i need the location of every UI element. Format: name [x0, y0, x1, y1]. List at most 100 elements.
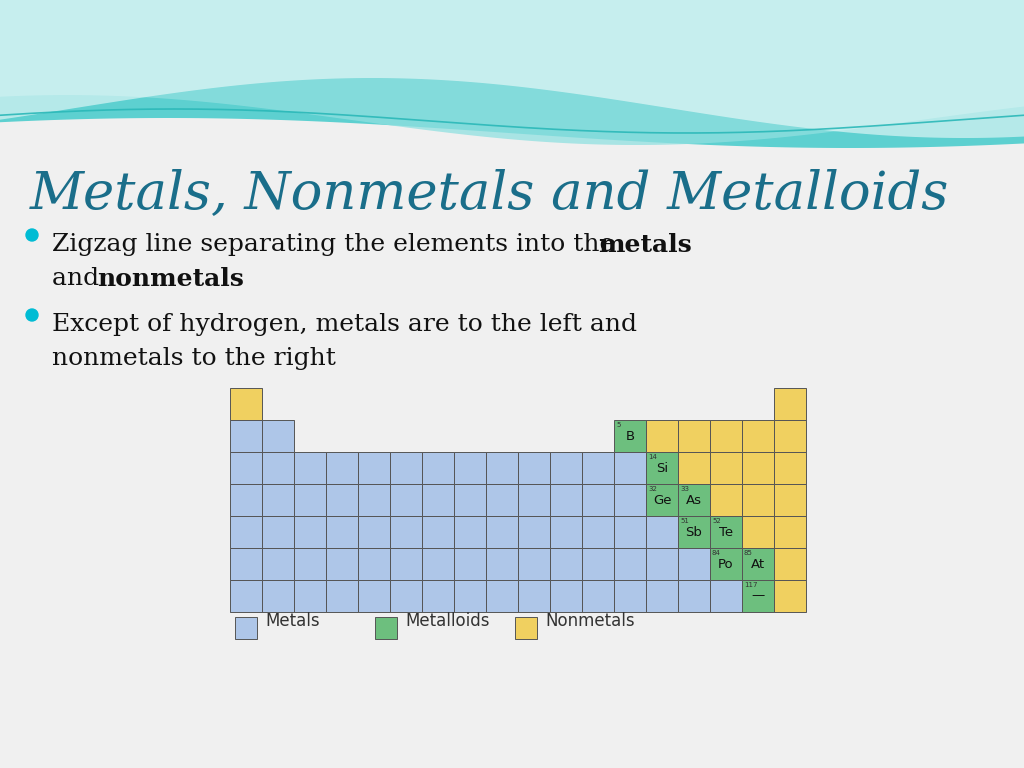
Bar — [742, 516, 774, 548]
Bar — [518, 580, 550, 612]
Bar — [646, 548, 678, 580]
Bar — [614, 452, 646, 484]
Polygon shape — [0, 0, 1024, 148]
Bar — [550, 452, 582, 484]
Bar — [390, 580, 422, 612]
Text: Si: Si — [656, 462, 668, 475]
Bar — [294, 452, 326, 484]
Bar — [774, 420, 806, 452]
Bar — [262, 548, 294, 580]
Bar — [646, 516, 678, 548]
Bar — [515, 617, 537, 639]
Text: 33: 33 — [680, 486, 689, 492]
Bar — [486, 580, 518, 612]
Text: nonmetals: nonmetals — [97, 267, 244, 291]
Bar — [230, 580, 262, 612]
Bar — [710, 484, 742, 516]
Bar — [390, 484, 422, 516]
Bar — [375, 617, 397, 639]
Text: B: B — [626, 429, 635, 442]
Bar — [422, 580, 454, 612]
Bar — [742, 580, 774, 612]
Bar — [518, 452, 550, 484]
Text: Metalloids: Metalloids — [406, 612, 489, 630]
Bar — [294, 484, 326, 516]
Bar — [582, 548, 614, 580]
Text: Ge: Ge — [652, 494, 672, 507]
Bar — [262, 484, 294, 516]
Bar — [326, 484, 358, 516]
Bar — [326, 516, 358, 548]
Circle shape — [26, 229, 38, 241]
Bar — [646, 452, 678, 484]
Text: metals: metals — [598, 233, 692, 257]
Bar — [518, 484, 550, 516]
Bar — [582, 516, 614, 548]
Bar — [294, 516, 326, 548]
Bar — [358, 452, 390, 484]
Bar — [710, 452, 742, 484]
Text: 5: 5 — [616, 422, 621, 428]
Bar — [646, 420, 678, 452]
Bar — [550, 516, 582, 548]
Bar — [294, 548, 326, 580]
Bar — [742, 420, 774, 452]
Bar — [614, 420, 646, 452]
Bar — [582, 484, 614, 516]
Bar — [518, 516, 550, 548]
Bar — [678, 580, 710, 612]
Bar — [234, 617, 257, 639]
Bar — [710, 548, 742, 580]
Bar — [230, 452, 262, 484]
Text: Sb: Sb — [685, 525, 702, 538]
Bar — [454, 452, 486, 484]
Bar — [230, 388, 262, 420]
Bar — [774, 580, 806, 612]
Text: Zigzag line separating the elements into the: Zigzag line separating the elements into… — [52, 233, 623, 256]
Bar — [422, 452, 454, 484]
Bar — [678, 420, 710, 452]
Bar — [326, 452, 358, 484]
Bar — [326, 580, 358, 612]
Bar — [422, 548, 454, 580]
Bar — [358, 484, 390, 516]
Bar — [486, 516, 518, 548]
Bar — [486, 484, 518, 516]
Text: Except of hydrogen, metals are to the left and: Except of hydrogen, metals are to the le… — [52, 313, 637, 336]
Text: 52: 52 — [712, 518, 721, 524]
Text: Po: Po — [718, 558, 734, 571]
Bar — [710, 516, 742, 548]
Bar — [550, 484, 582, 516]
Bar — [742, 452, 774, 484]
Bar — [358, 580, 390, 612]
Bar — [262, 452, 294, 484]
Text: 117: 117 — [744, 582, 758, 588]
Bar — [742, 548, 774, 580]
Bar — [294, 580, 326, 612]
Bar — [390, 548, 422, 580]
Bar — [582, 580, 614, 612]
Bar — [326, 548, 358, 580]
Bar — [518, 548, 550, 580]
Bar — [678, 484, 710, 516]
Text: 32: 32 — [648, 486, 656, 492]
Bar — [550, 580, 582, 612]
Bar — [422, 516, 454, 548]
Bar — [486, 548, 518, 580]
Bar — [774, 484, 806, 516]
Bar — [422, 484, 454, 516]
Bar — [614, 516, 646, 548]
Circle shape — [26, 309, 38, 321]
Bar — [742, 484, 774, 516]
Bar — [230, 484, 262, 516]
Bar — [614, 548, 646, 580]
Text: Te: Te — [719, 525, 733, 538]
Bar — [454, 516, 486, 548]
Bar — [262, 516, 294, 548]
Bar — [774, 516, 806, 548]
Bar — [390, 452, 422, 484]
Bar — [230, 516, 262, 548]
Bar — [614, 580, 646, 612]
Bar — [774, 548, 806, 580]
Polygon shape — [0, 0, 1024, 138]
